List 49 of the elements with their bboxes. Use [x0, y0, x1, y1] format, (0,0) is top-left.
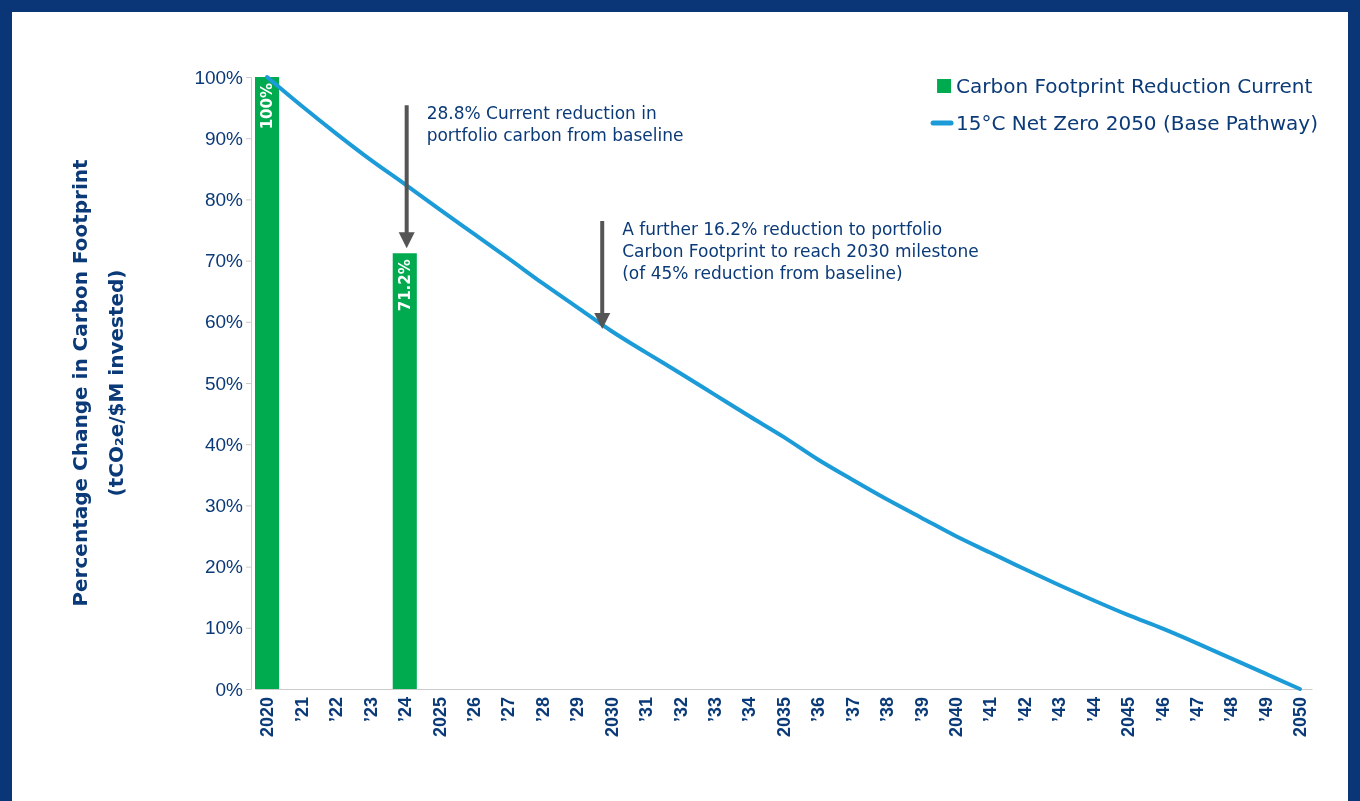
- y-tick-label: 10%: [204, 617, 244, 639]
- annotation: 28.8% Current reduction in portfolio carbon from baseline: [426, 103, 684, 146]
- y-tick-label: 40%: [204, 433, 244, 455]
- x-tick-label: 2020: [257, 697, 278, 738]
- legend-label: Carbon Footprint Reduction Current: [956, 74, 1313, 98]
- x-tick-label: ’33: [704, 697, 725, 723]
- y-tick-label: 50%: [204, 372, 244, 394]
- x-tick-label: ’28: [532, 697, 553, 723]
- data-label: 71.2%: [396, 259, 415, 312]
- x-tick-label: ’43: [1049, 697, 1070, 723]
- legend-label: 15°C Net Zero 2050 (Base Pathway): [956, 111, 1318, 135]
- x-tick-label: 2035: [773, 697, 794, 738]
- x-tick-label: ’48: [1221, 697, 1242, 723]
- y-axis-title: Percentage Change in Carbon Footprint (tCO₂e/$M invested): [68, 158, 128, 607]
- y-tick-label: 100%: [194, 66, 244, 88]
- x-tick-label: 2045: [1118, 697, 1139, 738]
- x-tick-label: ’26: [463, 697, 484, 723]
- x-tick-label: ’27: [498, 697, 519, 723]
- data-label: 100%: [258, 83, 277, 130]
- x-tick-label: ’34: [739, 697, 760, 723]
- annotation: A further 16.2% reduction to portfolio Carbon Footprint to reach 2030 milestone (of 45% reduction from baseline): [622, 218, 979, 284]
- x-tick-label: ’29: [567, 697, 588, 723]
- x-tick-label: ’36: [808, 697, 829, 723]
- x-tick-label: ’38: [877, 697, 898, 723]
- y-tick-label: 30%: [204, 494, 244, 516]
- x-tick-label: ’37: [842, 697, 863, 723]
- x-tick-label: ’47: [1186, 697, 1207, 723]
- x-tick-label: ’31: [636, 697, 657, 723]
- y-tick-label: 80%: [204, 188, 244, 210]
- x-tick-label: ’41: [980, 697, 1001, 723]
- x-tick-label: ’46: [1152, 697, 1173, 723]
- x-tick-label: ’39: [911, 697, 932, 723]
- y-tick-label: 60%: [204, 311, 244, 333]
- x-tick-label: ’23: [360, 697, 381, 723]
- x-tick-label: ’24: [395, 697, 416, 723]
- y-tick-label: 70%: [204, 250, 244, 272]
- x-tick-label: 2050: [1290, 697, 1311, 738]
- x-tick-label: ’22: [326, 697, 347, 723]
- x-tick-label: 2025: [429, 697, 450, 738]
- x-tick-label: ’21: [291, 697, 312, 723]
- x-tick-label: 2040: [945, 697, 966, 738]
- x-tick-label: ’42: [1014, 697, 1035, 723]
- y-tick-label: 20%: [204, 556, 244, 578]
- x-tick-label: 2030: [601, 697, 622, 738]
- y-tick-label: 90%: [204, 127, 244, 149]
- x-tick-label: ’49: [1255, 697, 1276, 723]
- x-tick-label: ’44: [1083, 697, 1104, 723]
- x-tick-label: ’32: [670, 697, 691, 723]
- y-tick-label: 0%: [215, 678, 244, 700]
